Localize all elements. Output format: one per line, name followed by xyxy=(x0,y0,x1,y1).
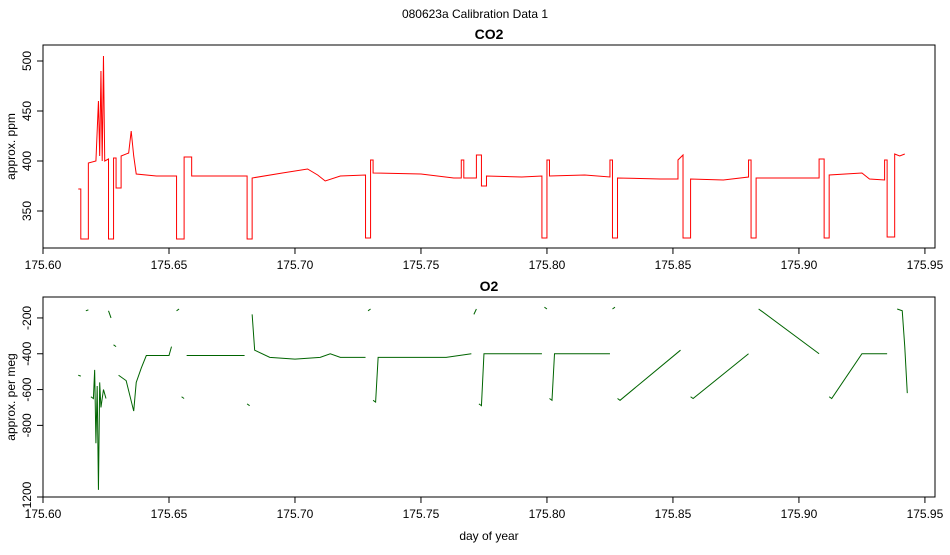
y-tick-label: 450 xyxy=(20,101,34,121)
x-tick-label: 175.90 xyxy=(781,258,818,272)
y-tick-label: 500 xyxy=(20,51,34,71)
x-tick-label: 175.95 xyxy=(907,258,944,272)
x-tick-label: 175.95 xyxy=(907,507,944,521)
x-axis-label: day of year xyxy=(459,529,518,543)
x-tick-label: 175.75 xyxy=(403,258,440,272)
plot-frame xyxy=(42,296,936,498)
plot-frame xyxy=(42,44,936,249)
y-tick-label: 400 xyxy=(20,151,34,171)
x-tick-label: 175.75 xyxy=(403,507,440,521)
x-tick-label: 175.60 xyxy=(25,507,62,521)
y-tick-label: -600 xyxy=(20,377,34,401)
y-axis-label: approx. per meg xyxy=(4,353,18,440)
x-tick-label: 175.65 xyxy=(151,507,188,521)
x-tick-label: 175.80 xyxy=(529,258,566,272)
y-tick-label: 350 xyxy=(20,201,34,221)
y-tick-label: -800 xyxy=(20,413,34,437)
x-tick-label: 175.60 xyxy=(25,258,62,272)
x-tick-label: 175.65 xyxy=(151,258,188,272)
x-tick-label: 175.80 xyxy=(529,507,566,521)
panel-title: CO2 xyxy=(475,26,504,42)
x-tick-label: 175.70 xyxy=(277,507,314,521)
data-line xyxy=(78,306,908,490)
x-tick-label: 175.90 xyxy=(781,507,818,521)
y-tick-label: -200 xyxy=(20,306,34,330)
panel-title: O2 xyxy=(480,278,499,294)
x-tick-label: 175.85 xyxy=(655,507,692,521)
x-tick-label: 175.85 xyxy=(655,258,692,272)
y-tick-label: -1200 xyxy=(20,481,34,512)
data-line xyxy=(78,55,905,240)
page-title: 080623a Calibration Data 1 xyxy=(402,7,548,21)
y-axis-label: approx. ppm xyxy=(4,113,18,180)
x-tick-label: 175.70 xyxy=(277,258,314,272)
y-tick-label: -400 xyxy=(20,341,34,365)
